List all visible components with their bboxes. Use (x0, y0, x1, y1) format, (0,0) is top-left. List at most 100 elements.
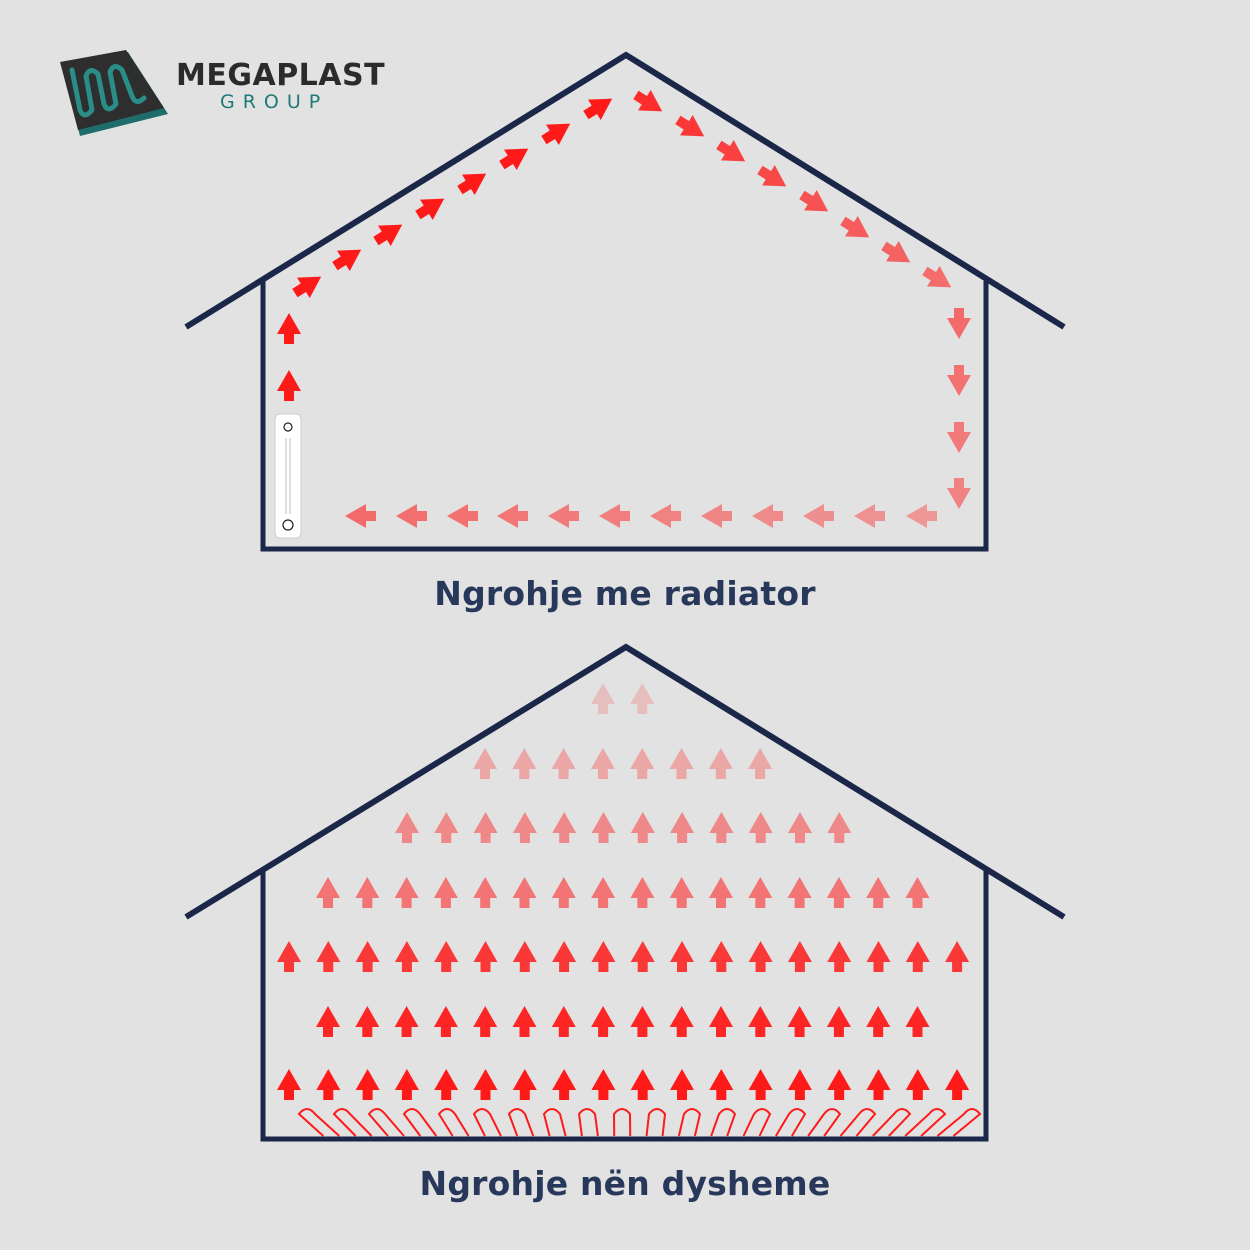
airflow-arrow-return (701, 504, 732, 528)
coil-loop (402, 1108, 438, 1137)
coil-loop (839, 1108, 877, 1137)
heat-arrow-up (630, 1069, 655, 1100)
airflow-arrow-rising (453, 163, 493, 201)
coil-loop (367, 1108, 405, 1137)
airflow-arrow-up (277, 370, 301, 401)
heat-arrow-up (590, 748, 615, 779)
heat-arrow-up (866, 1006, 891, 1037)
airflow-arrow-rising (579, 88, 619, 126)
airflow-arrow-up (277, 313, 301, 344)
coil-loop (872, 1108, 912, 1137)
coil-loop (472, 1108, 502, 1137)
airflow-arrow-return (752, 504, 783, 528)
heat-arrow-up (669, 877, 694, 908)
coil-loop (807, 1108, 842, 1137)
house-bottom (184, 643, 1066, 1142)
heat-arrow-up (355, 1069, 380, 1100)
heat-arrow-up (866, 1069, 891, 1100)
coil-loop (437, 1108, 470, 1137)
roof-bottom (184, 643, 1066, 920)
heat-arrow-up (826, 877, 851, 908)
heat-arrow-up (473, 941, 498, 972)
heat-arrow-up (355, 877, 380, 908)
walls-top (260, 281, 989, 552)
heat-arrow-up (512, 812, 537, 843)
heat-arrow-up (787, 877, 812, 908)
logo-brand-name: MEGAPLAST (176, 58, 386, 93)
caption-radiator-heating: Ngrohje me radiator (434, 574, 816, 613)
heat-arrow-up (670, 1069, 694, 1100)
heat-arrow-up (434, 812, 459, 843)
airflow-arrow-return (345, 504, 376, 528)
heat-arrow-up (787, 1069, 812, 1100)
airflow-arrow-down (947, 365, 971, 396)
heat-arrow-up (630, 748, 655, 779)
walls-bottom (260, 871, 989, 1142)
airflow-arrow-down (947, 422, 971, 453)
heat-arrow-up (551, 877, 576, 908)
heat-arrow-up (591, 812, 616, 843)
coil-loop (677, 1108, 702, 1137)
airflow-arrow-descending (712, 134, 752, 172)
heat-arrow-up (866, 877, 891, 908)
airflow-arrow-rising (537, 113, 577, 151)
heat-arrow-up (670, 812, 695, 843)
heat-arrow-up (709, 877, 733, 908)
heat-arrow-up (748, 941, 773, 972)
heat-arrow-up (512, 877, 537, 908)
heat-arrow-up (512, 748, 537, 779)
roof-top (184, 51, 1066, 330)
airflow-arrow-down (947, 478, 971, 509)
logo: MEGAPLAST GROUP (176, 58, 386, 113)
heat-arrow-up (552, 1069, 577, 1100)
coil-loop (774, 1108, 807, 1137)
heat-arrow-up (827, 1069, 852, 1100)
airflow-arrow-return (447, 504, 478, 528)
airflow-arrow-rising (288, 266, 328, 304)
airflow-arrow-return (650, 504, 681, 528)
heat-arrow-up (787, 1006, 812, 1037)
heat-arrow-up (945, 941, 970, 972)
heat-arrow-up (395, 812, 419, 843)
heat-arrow-up (669, 1006, 694, 1037)
heat-arrow-up (316, 1069, 341, 1100)
heat-arrow-up (630, 1006, 655, 1037)
airflow-arrow-rising (495, 138, 535, 176)
airflow-arrow-descending (918, 260, 958, 298)
heat-arrow-up (827, 812, 852, 843)
airflow-arrow-descending (629, 84, 669, 122)
heat-arrow-up (709, 812, 734, 843)
heat-arrow-up (591, 877, 616, 908)
heat-arrow-up (277, 1069, 301, 1100)
coil-loop (904, 1108, 947, 1137)
coil-loop (297, 1108, 340, 1137)
airflow-arrow-return (497, 504, 528, 528)
coil-loop (507, 1108, 535, 1137)
heat-arrow-up (630, 683, 655, 714)
heat-arrow-up (905, 1069, 930, 1100)
airflow-arrow-descending (795, 184, 835, 222)
heat-arrow-up (394, 941, 419, 972)
heat-arrow-up (827, 941, 852, 972)
coil-loop (742, 1108, 772, 1137)
heat-arrow-up (708, 748, 733, 779)
airflow-arrow-descending (877, 235, 917, 273)
heat-arrow-up (709, 1069, 734, 1100)
airflow-arrow-descending (671, 109, 711, 147)
heat-arrow-up (591, 683, 615, 714)
coil-loop (332, 1108, 373, 1137)
heat-arrow-up (748, 1069, 773, 1100)
heat-arrow-up (473, 748, 497, 779)
airflow-arrow-return (396, 504, 427, 528)
airflow-arrow-return (599, 504, 630, 528)
heat-arrow-up (748, 748, 773, 779)
coil-loop (542, 1108, 567, 1137)
airflow-arrow-descending (836, 210, 876, 248)
coil-loop (577, 1108, 599, 1137)
radiator-airflow-arrows (277, 84, 971, 528)
coil-loop (612, 1108, 632, 1137)
airflow-arrow-return (854, 504, 885, 528)
heat-arrow-up (433, 877, 458, 908)
heat-arrow-up (433, 1006, 458, 1037)
